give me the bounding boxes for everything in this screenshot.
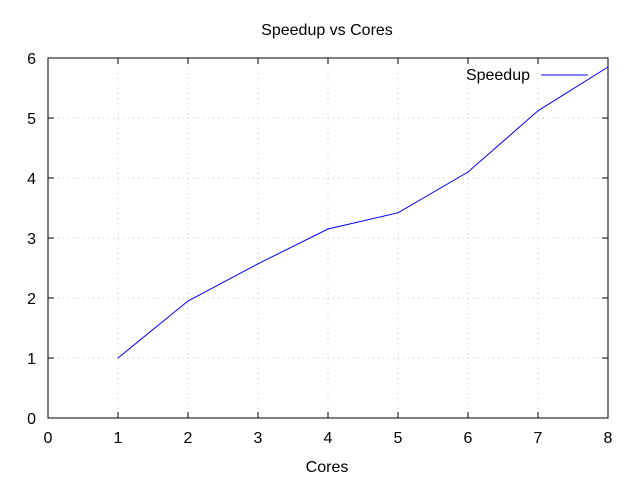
x-tick-label: 8 [604,430,613,447]
y-tick-label: 6 [27,51,36,68]
chart-title: Speedup vs Cores [261,22,393,39]
y-tick-label: 4 [27,171,36,188]
x-tick-label: 4 [324,430,333,447]
x-tick-label: 6 [464,430,473,447]
x-tick-label: 3 [254,430,263,447]
data-point [397,212,399,214]
series-line-speedup [117,66,609,359]
grid [48,58,608,418]
x-tick-label: 7 [534,430,543,447]
axis-ticks [47,57,609,419]
x-tick-label: 5 [394,430,403,447]
series-group [117,66,609,359]
x-tick-label: 1 [114,430,123,447]
x-tick-labels: 0 1 2 3 4 5 6 7 8 [44,430,613,447]
legend: Speedup [466,67,588,84]
x-axis-title: Cores [306,459,349,476]
legend-label: Speedup [466,67,530,84]
y-tick-labels: 0 1 2 3 4 5 6 [27,51,36,428]
y-tick-label: 1 [27,351,36,368]
y-tick-label: 5 [27,111,36,128]
data-point [537,110,539,112]
data-point [187,300,189,302]
y-tick-label: 2 [27,291,36,308]
data-point [257,263,259,265]
x-tick-label: 2 [184,430,193,447]
data-point [117,357,119,359]
x-tick-label: 0 [44,430,53,447]
data-point [327,228,329,230]
y-tick-label: 0 [27,411,36,428]
data-point [467,171,469,173]
data-point [607,66,609,68]
y-tick-label: 3 [27,231,36,248]
